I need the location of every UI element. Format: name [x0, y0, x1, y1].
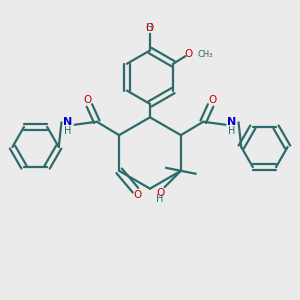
Text: O: O	[156, 188, 164, 197]
Text: H: H	[156, 194, 164, 204]
Text: N: N	[227, 117, 237, 128]
Text: O: O	[184, 49, 193, 59]
Text: H: H	[146, 23, 154, 33]
Text: H: H	[64, 126, 72, 136]
Text: N: N	[63, 117, 73, 128]
Text: O: O	[209, 95, 217, 105]
Text: CH₃: CH₃	[197, 50, 213, 59]
Text: O: O	[83, 95, 91, 105]
Text: H: H	[228, 126, 236, 136]
Text: O: O	[134, 190, 142, 200]
Text: O: O	[146, 23, 154, 33]
